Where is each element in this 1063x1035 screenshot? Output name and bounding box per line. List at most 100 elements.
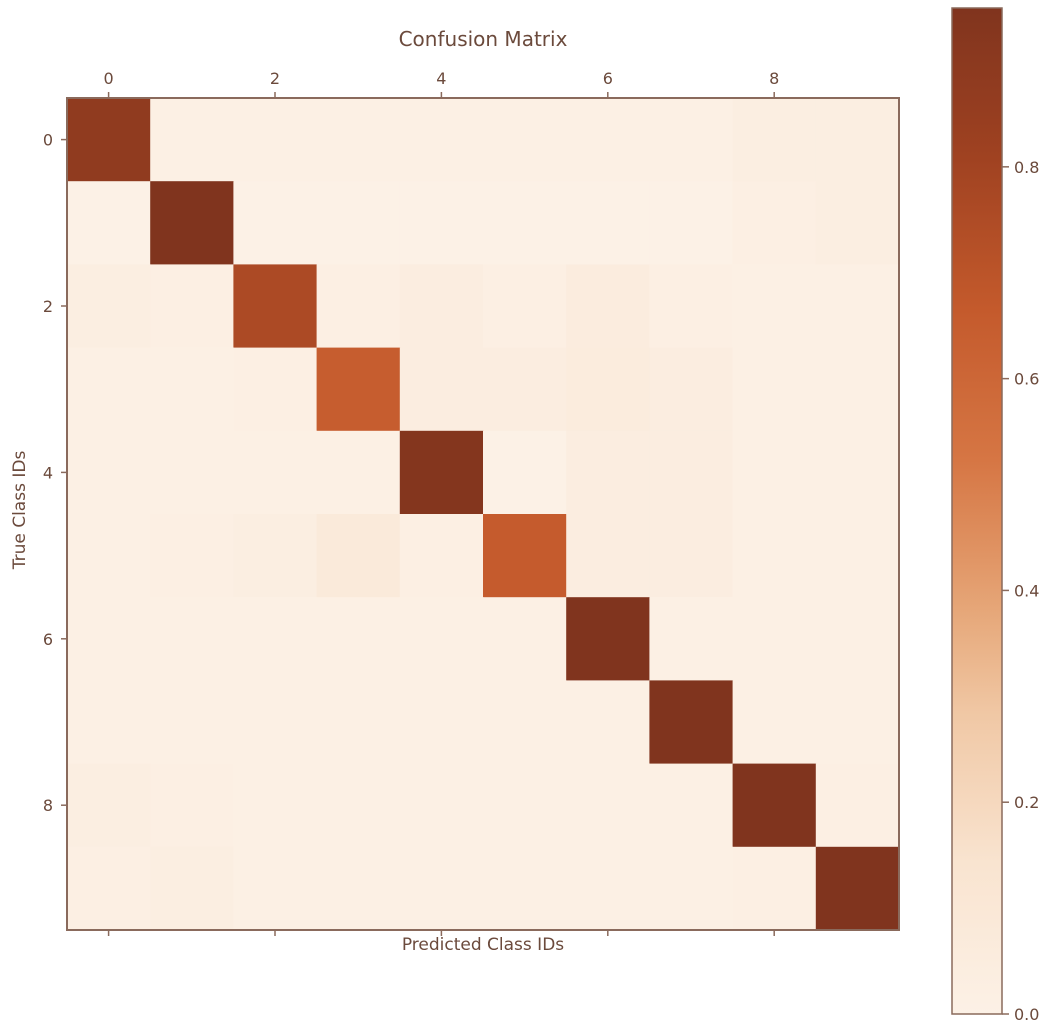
heatmap-cell: [233, 98, 318, 182]
heatmap-cell: [233, 514, 318, 598]
heatmap-cell: [316, 597, 401, 681]
heatmap-cell: [649, 347, 734, 432]
heatmap-cell: [566, 430, 650, 515]
heatmap-cell: [732, 763, 817, 848]
colorbar-tick-label: 0.8: [1014, 158, 1039, 177]
x-tick-label: 8: [769, 69, 779, 88]
chart-title: Confusion Matrix: [399, 27, 568, 51]
heatmap-cell: [233, 763, 318, 848]
heatmap-cell: [399, 763, 484, 848]
heatmap-cell: [67, 264, 151, 349]
heatmap-cell: [732, 514, 817, 598]
heatmap-cell: [483, 680, 567, 765]
heatmap-cell: [67, 680, 151, 765]
heatmap-cell: [566, 98, 650, 182]
heatmap-cell: [233, 264, 318, 349]
heatmap-cell: [649, 181, 734, 265]
heatmap-cell: [316, 430, 401, 515]
heatmap-cell: [815, 347, 900, 432]
heatmap-cell: [150, 846, 234, 931]
heatmap-cell: [483, 181, 567, 265]
colorbar: [951, 7, 1003, 1015]
heatmap-cell: [399, 98, 484, 182]
colorbar-ticks: 0.0 0.2 0.4 0.6 0.8: [1002, 158, 1039, 1024]
x-axis-label: Predicted Class IDs: [402, 935, 564, 955]
y-tick-label: 0: [43, 131, 53, 150]
heatmap-cell: [732, 846, 817, 931]
heatmap-cell: [67, 846, 151, 931]
heatmap-cell: [483, 846, 567, 931]
heatmap-cell: [399, 846, 484, 931]
heatmap-cell: [566, 846, 650, 931]
colorbar-tick-label: 0.6: [1014, 370, 1039, 389]
heatmap-cell: [483, 763, 567, 848]
heatmap-cell: [483, 514, 567, 598]
heatmap-cell: [399, 264, 484, 349]
heatmap-cell: [732, 98, 817, 182]
x-tick-label: 4: [436, 69, 446, 88]
heatmap-cell: [732, 430, 817, 515]
heatmap-cell: [483, 347, 567, 432]
heatmap-cell: [483, 430, 567, 515]
heatmap-cell: [815, 181, 900, 265]
heatmap-cell: [649, 680, 734, 765]
heatmap-cell: [732, 264, 817, 349]
heatmap-cell: [566, 597, 650, 681]
heatmap-cell: [483, 264, 567, 349]
heatmap-cell: [732, 181, 817, 265]
heatmap-cell: [649, 597, 734, 681]
y-axis-label: True Class IDs: [10, 451, 30, 571]
heatmap-cell: [316, 264, 401, 349]
heatmap-cell: [233, 597, 318, 681]
heatmap-cell: [67, 181, 151, 265]
heatmap-cell: [316, 763, 401, 848]
heatmap-cell: [566, 763, 650, 848]
heatmap-cell: [815, 430, 900, 515]
heatmap-cell: [483, 98, 567, 182]
heatmap-cell: [316, 680, 401, 765]
heatmap-cell: [316, 846, 401, 931]
heatmap-cell: [150, 98, 234, 182]
colorbar-tick-label: 0.2: [1014, 793, 1039, 812]
heatmap-cell: [150, 763, 234, 848]
heatmap-cell: [649, 264, 734, 349]
colorbar-tick-label: 0.0: [1014, 1005, 1039, 1024]
heatmap-cell: [316, 514, 401, 598]
heatmap-cell: [233, 846, 318, 931]
heatmap-cell: [150, 264, 234, 349]
heatmap-cell: [316, 181, 401, 265]
heatmap-cell: [483, 597, 567, 681]
x-axis-ticks: 0 2 4 6 8: [104, 69, 779, 936]
heatmap-cell: [649, 763, 734, 848]
heatmap-cell: [150, 597, 234, 681]
heatmap-cell: [649, 846, 734, 931]
heatmap-cell: [399, 181, 484, 265]
heatmap-cell: [399, 514, 484, 598]
heatmap-cell: [815, 680, 900, 765]
heatmap-cell: [732, 347, 817, 432]
heatmap-cell: [649, 514, 734, 598]
x-tick-label: 0: [104, 69, 114, 88]
heatmap-cell: [316, 347, 401, 432]
heatmap-cell: [67, 347, 151, 432]
x-tick-label: 6: [603, 69, 613, 88]
heatmap-cell: [233, 347, 318, 432]
heatmap-cell: [815, 514, 900, 598]
heatmap-cell: [150, 430, 234, 515]
heatmap-cell: [815, 763, 900, 848]
heatmap-cell: [649, 98, 734, 182]
plot-frame: [66, 97, 900, 931]
heatmap-cell: [732, 680, 817, 765]
heatmap-cell: [233, 181, 318, 265]
heatmap-cell: [67, 763, 151, 848]
heatmap-cell: [67, 514, 151, 598]
heatmap-cell: [566, 264, 650, 349]
heatmap-cell: [399, 430, 484, 515]
heatmap-cell: [67, 430, 151, 515]
heatmap-cell: [150, 181, 234, 265]
heatmap-cell: [399, 597, 484, 681]
heatmap-cell: [649, 430, 734, 515]
y-tick-label: 8: [43, 796, 53, 815]
heatmap-cell: [67, 597, 151, 681]
